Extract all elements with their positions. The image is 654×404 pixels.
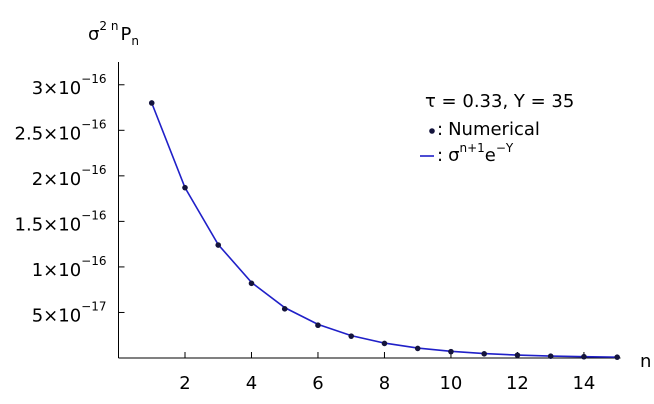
data-point: [248, 280, 255, 287]
y-tick-exponent: −16: [81, 117, 106, 131]
y-tick-mantissa: 2.5×10: [15, 123, 82, 144]
y-label-part: σ: [88, 24, 99, 45]
y-tick-mantissa: 2×10: [32, 169, 81, 190]
x-tick-label: 8: [379, 373, 390, 394]
y-label-part: P: [120, 24, 131, 45]
y-tick-exponent: −16: [81, 253, 106, 267]
y-tick-mantissa: 3×10: [32, 78, 81, 99]
legend-marker: [429, 128, 435, 134]
data-point: [481, 351, 487, 357]
data-point: [148, 100, 155, 106]
y-axis-label: σ2 n Pn: [88, 19, 139, 48]
y-tick-mantissa: 1×10: [32, 260, 81, 281]
data-line: [151, 102, 618, 358]
data-point: [348, 333, 355, 339]
data-point: [547, 353, 554, 359]
data-point: [614, 354, 620, 360]
y-tick-mantissa: 5×10: [32, 305, 81, 326]
data-point: [281, 306, 288, 312]
data-point: [182, 184, 188, 191]
data-point: [381, 340, 388, 347]
y-label-part: 2 n: [99, 19, 118, 33]
x-tick-label: 12: [506, 373, 529, 394]
data-point: [315, 322, 321, 329]
x-tick-label: 14: [572, 373, 595, 394]
legend-name: Numerical: [448, 119, 540, 140]
y-tick-exponent: −16: [81, 71, 106, 85]
legend-name-part: n+1: [460, 141, 485, 155]
legend-label: : σn+1e−Y: [437, 141, 514, 167]
data-point: [414, 345, 421, 352]
y-tick-exponent: −17: [81, 299, 106, 313]
legend-separator: :: [437, 119, 443, 140]
y-tick-exponent: −16: [81, 162, 106, 176]
legend-name-part: e: [485, 145, 496, 166]
y-tick-exponent: −16: [81, 208, 106, 222]
data-point: [514, 352, 521, 358]
y-tick-label: 2×10−16: [32, 162, 107, 190]
x-tick-label: 4: [246, 373, 257, 394]
legend-name-part: −Y: [496, 141, 514, 155]
y-tick-label: 1.5×10−16: [15, 208, 107, 236]
y-tick-label: 2.5×10−16: [15, 117, 107, 145]
y-tick-label: 3×10−16: [32, 71, 107, 99]
data-point: [215, 242, 222, 248]
data-point: [448, 348, 454, 355]
x-tick-label: 10: [439, 373, 462, 394]
y-tick-mantissa: 1.5×10: [15, 214, 82, 235]
legend-separator: :: [437, 145, 443, 166]
y-tick-label: 5×10−17: [32, 299, 107, 327]
x-axis-label: n: [640, 351, 651, 372]
legend-title: τ = 0.33, Y = 35: [425, 91, 574, 112]
x-tick-label: 2: [179, 373, 190, 394]
data-point: [581, 353, 587, 360]
y-label-part: n: [131, 34, 139, 48]
y-tick-label: 1×10−16: [32, 253, 107, 281]
legend-label: : Numerical: [437, 119, 540, 140]
x-tick-label: 6: [312, 373, 323, 394]
legend-name-part: σ: [448, 145, 459, 166]
